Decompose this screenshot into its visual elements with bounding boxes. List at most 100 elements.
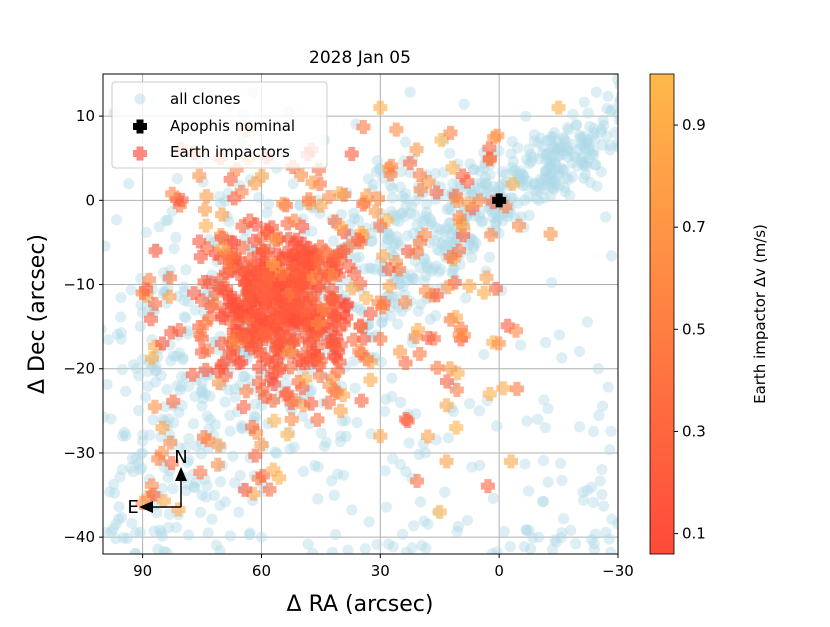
clone-point xyxy=(118,426,131,439)
clone-point xyxy=(576,133,588,145)
clone-point xyxy=(557,164,569,176)
clone-point xyxy=(414,496,427,508)
impactor-point xyxy=(509,381,524,396)
clone-point xyxy=(213,190,226,203)
clone-point xyxy=(359,263,371,275)
clone-point xyxy=(328,489,340,501)
impactor-point xyxy=(192,168,207,183)
clone-point xyxy=(425,216,438,228)
clone-point xyxy=(546,276,558,289)
clone-point xyxy=(517,170,529,182)
clone-point xyxy=(152,543,164,554)
impactor-point xyxy=(171,502,186,517)
clone-point xyxy=(552,150,564,163)
clone-point xyxy=(557,513,570,525)
clone-point xyxy=(547,150,559,162)
clone-point xyxy=(202,527,214,539)
clone-point xyxy=(168,242,180,255)
clone-point xyxy=(604,144,616,156)
clone-point xyxy=(483,251,496,263)
clone-point xyxy=(137,306,149,319)
clone-point xyxy=(614,79,618,91)
clone-point xyxy=(115,333,127,345)
impactor-point xyxy=(195,293,210,308)
clone-point xyxy=(197,392,209,405)
clone-point xyxy=(387,182,399,195)
impactor-point xyxy=(236,399,251,414)
clone-point xyxy=(223,216,235,228)
clone-point xyxy=(537,454,550,467)
clone-point xyxy=(133,404,145,417)
impactor-point xyxy=(262,482,277,497)
clone-point xyxy=(533,194,545,206)
impactor-point xyxy=(198,316,213,331)
y-tick-label: −10 xyxy=(63,276,95,294)
impactor-point xyxy=(321,395,336,410)
clone-point xyxy=(178,311,190,323)
clone-point xyxy=(605,425,617,437)
impactor-point xyxy=(207,297,222,312)
clone-point xyxy=(182,380,195,393)
impactor-point xyxy=(193,327,208,342)
clone-point xyxy=(552,163,564,175)
nominal-layer xyxy=(492,193,507,208)
clone-point xyxy=(329,528,342,541)
impactor-point xyxy=(257,290,272,305)
clone-point xyxy=(387,453,399,465)
clone-point xyxy=(188,481,200,493)
clone-point xyxy=(429,167,441,180)
clone-point xyxy=(387,541,399,553)
clone-point xyxy=(190,440,202,452)
clone-point xyxy=(482,61,493,72)
clone-point xyxy=(556,352,568,364)
clone-point xyxy=(602,90,614,102)
clone-point xyxy=(383,228,395,240)
clone-point xyxy=(561,122,574,134)
impactor-point xyxy=(245,419,260,434)
clone-point xyxy=(553,142,565,155)
clone-point xyxy=(592,363,604,375)
clone-point xyxy=(534,173,547,185)
clone-point xyxy=(337,469,350,481)
clone-point xyxy=(400,136,412,148)
impactor-point xyxy=(411,322,426,337)
clone-point xyxy=(170,521,182,534)
impactor-point xyxy=(368,204,383,219)
clone-point xyxy=(458,98,470,110)
clone-point xyxy=(444,147,456,160)
clone-point xyxy=(529,184,541,196)
clone-point xyxy=(604,105,617,117)
impactor-point xyxy=(166,394,181,409)
clone-point xyxy=(189,391,201,403)
clone-point xyxy=(569,151,582,163)
clone-point xyxy=(539,165,551,177)
clone-point xyxy=(585,534,598,546)
clone-point xyxy=(540,166,552,178)
clone-point xyxy=(491,420,503,432)
impactor-point xyxy=(187,286,202,301)
impactor-point xyxy=(359,291,374,306)
clone-point xyxy=(578,172,590,184)
clone-point xyxy=(438,235,450,248)
clone-point xyxy=(134,320,146,332)
clone-point xyxy=(548,140,560,152)
clone-point xyxy=(598,500,610,512)
impactor-point xyxy=(234,328,249,343)
clone-point xyxy=(589,158,601,171)
clone-point xyxy=(532,413,544,425)
impactor-point xyxy=(276,196,291,211)
clone-point xyxy=(600,211,612,223)
impactor-point xyxy=(373,429,388,444)
impactor-point xyxy=(352,344,367,359)
clone-point xyxy=(154,596,165,607)
impactor-point xyxy=(551,100,566,115)
clone-point xyxy=(476,182,488,194)
clone-point xyxy=(622,130,633,141)
impactor-point xyxy=(212,376,227,391)
clone-point xyxy=(382,233,394,246)
impactor-point xyxy=(370,191,385,206)
clone-point xyxy=(595,123,608,135)
clone-point xyxy=(237,370,249,383)
impactor-point xyxy=(333,252,348,267)
clone-point xyxy=(397,281,409,293)
